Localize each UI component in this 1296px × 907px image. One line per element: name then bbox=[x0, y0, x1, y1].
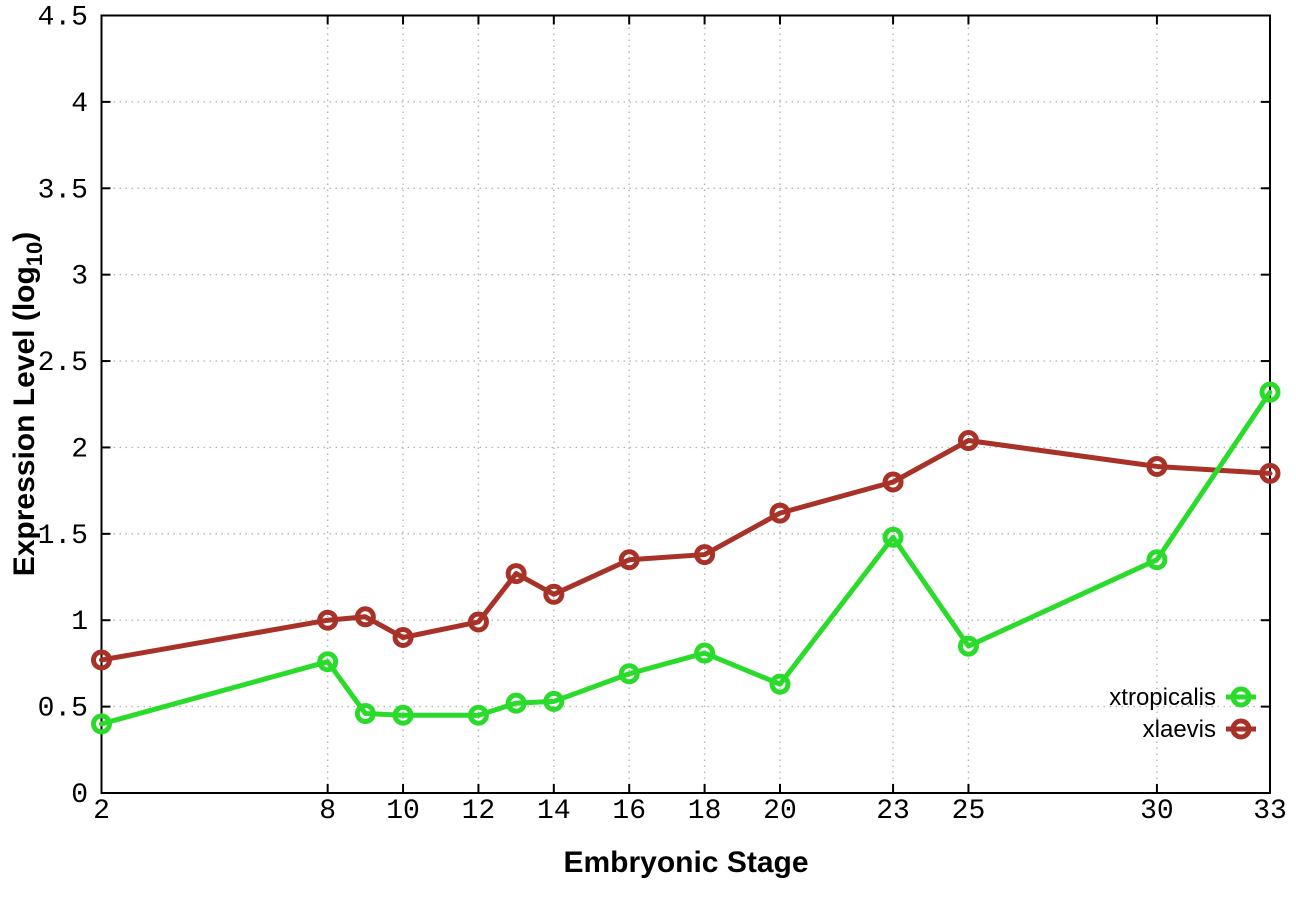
data-point-xlaevis bbox=[618, 549, 640, 571]
x-tick-label: 10 bbox=[386, 796, 420, 827]
data-point-xtropicalis bbox=[317, 651, 339, 673]
data-point-xtropicalis bbox=[505, 692, 527, 714]
x-tick-label: 2 bbox=[93, 796, 110, 827]
data-point-xtropicalis bbox=[354, 703, 376, 725]
data-point-xtropicalis bbox=[392, 704, 414, 726]
x-tick-label: 8 bbox=[319, 796, 336, 827]
legend: xtropicalis xlaevis bbox=[1109, 684, 1256, 743]
data-point-xlaevis bbox=[467, 611, 489, 633]
x-tick-label: 14 bbox=[537, 796, 571, 827]
legend-sample-marker-xlaevis bbox=[1230, 718, 1252, 740]
y-axis-title-suffix: ) bbox=[8, 232, 41, 242]
x-tick-label: 18 bbox=[688, 796, 722, 827]
data-point-xlaevis bbox=[1146, 455, 1168, 477]
x-tick-label: 30 bbox=[1140, 796, 1174, 827]
data-point-xlaevis bbox=[91, 649, 112, 671]
data-point-xlaevis bbox=[694, 544, 716, 566]
data-point-xlaevis bbox=[882, 471, 904, 493]
data-point-xlaevis bbox=[1259, 462, 1281, 484]
y-tick-label: 2 bbox=[71, 434, 88, 465]
x-tick-label: 20 bbox=[763, 796, 797, 827]
x-tick-labels: 2 8 10 12 14 16 18 20 23 25 30 33 bbox=[93, 796, 1287, 827]
series-line-xlaevis bbox=[99, 438, 1273, 663]
y-tick-label: 1.5 bbox=[38, 521, 88, 552]
data-point-xtropicalis bbox=[694, 642, 716, 664]
y-axis-title-subscript: 10 bbox=[22, 242, 47, 266]
y-tick-label: 3.5 bbox=[38, 175, 88, 206]
data-point-xtropicalis bbox=[618, 663, 640, 685]
data-point-xlaevis bbox=[957, 430, 979, 452]
x-tick-label: 12 bbox=[462, 796, 496, 827]
x-axis-title: Embryonic Stage bbox=[563, 846, 808, 879]
y-tick-label: 3 bbox=[71, 262, 88, 293]
data-point-xlaevis bbox=[317, 609, 339, 631]
data-series bbox=[91, 381, 1281, 735]
data-point-xlaevis bbox=[354, 606, 376, 628]
y-tick-label: 2.5 bbox=[38, 348, 88, 379]
y-tick-label: 0 bbox=[71, 780, 88, 811]
data-point-xtropicalis bbox=[1146, 549, 1168, 571]
data-point-xtropicalis bbox=[957, 635, 979, 657]
x-tick-label: 16 bbox=[612, 796, 646, 827]
y-axis-title-main: Expression Level (log bbox=[8, 266, 41, 576]
x-tick-label: 25 bbox=[952, 796, 986, 827]
data-point-xtropicalis bbox=[467, 704, 489, 726]
data-point-xtropicalis bbox=[1259, 381, 1281, 403]
legend-sample-marker-xtropicalis bbox=[1230, 686, 1252, 708]
legend-label-xlaevis: xlaevis bbox=[1143, 716, 1216, 743]
x-tick-label: 33 bbox=[1253, 796, 1287, 827]
data-point-xlaevis bbox=[543, 583, 565, 605]
data-point-xtropicalis bbox=[543, 690, 565, 712]
legend-samples bbox=[1226, 686, 1256, 740]
y-tick-label: 0.5 bbox=[38, 694, 88, 725]
data-point-xtropicalis bbox=[882, 526, 904, 548]
data-point-xlaevis bbox=[505, 563, 527, 585]
y-axis-title: Expression Level (log10) bbox=[8, 232, 47, 577]
y-tick-labels: 0 0.5 1 1.5 2 2.5 3 3.5 4 4.5 bbox=[38, 3, 88, 812]
data-point-xlaevis bbox=[769, 502, 791, 524]
legend-label-xtropicalis: xtropicalis bbox=[1109, 684, 1216, 711]
y-tick-label: 1 bbox=[71, 607, 88, 638]
x-tick-label: 23 bbox=[876, 796, 910, 827]
data-point-xlaevis bbox=[392, 627, 414, 648]
data-point-xtropicalis bbox=[769, 673, 791, 695]
data-point-xtropicalis bbox=[91, 713, 112, 735]
plot-border bbox=[100, 14, 1271, 794]
y-tick-label: 4.5 bbox=[38, 3, 88, 34]
y-tick-label: 4 bbox=[71, 89, 88, 120]
